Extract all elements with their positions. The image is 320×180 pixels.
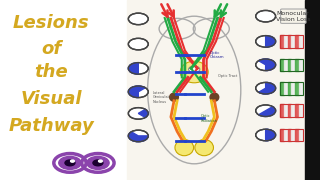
- Text: Lesions: Lesions: [13, 14, 90, 32]
- Circle shape: [128, 86, 148, 98]
- Circle shape: [59, 156, 81, 169]
- Bar: [280, 82, 303, 94]
- Bar: [295, 129, 299, 141]
- Ellipse shape: [175, 140, 194, 156]
- Circle shape: [99, 160, 102, 162]
- Wedge shape: [128, 63, 138, 74]
- Bar: [284, 82, 288, 94]
- Bar: [284, 35, 288, 48]
- Bar: [299, 82, 303, 94]
- Circle shape: [71, 160, 74, 162]
- Circle shape: [82, 154, 114, 172]
- Text: the: the: [35, 63, 68, 81]
- Text: Pathway: Pathway: [8, 117, 94, 135]
- Bar: [280, 82, 284, 94]
- Circle shape: [54, 154, 86, 172]
- FancyBboxPatch shape: [281, 9, 306, 23]
- Ellipse shape: [210, 93, 219, 101]
- Bar: [280, 35, 284, 48]
- Text: Optic
Chiasm: Optic Chiasm: [210, 51, 224, 59]
- Bar: [127, 0, 306, 180]
- Text: of: of: [41, 40, 61, 58]
- Wedge shape: [128, 132, 148, 142]
- Circle shape: [256, 36, 276, 47]
- Bar: [280, 58, 303, 71]
- Wedge shape: [138, 109, 148, 118]
- Wedge shape: [259, 82, 276, 94]
- Text: Optic
Radiation: Optic Radiation: [200, 114, 217, 123]
- Wedge shape: [128, 86, 145, 98]
- Bar: [288, 82, 292, 94]
- Bar: [299, 58, 303, 71]
- Circle shape: [256, 59, 276, 71]
- Text: Optic Tract: Optic Tract: [218, 74, 237, 78]
- Wedge shape: [266, 129, 276, 141]
- Bar: [292, 82, 295, 94]
- Circle shape: [256, 82, 276, 94]
- Circle shape: [128, 130, 148, 142]
- Circle shape: [65, 160, 75, 166]
- Circle shape: [93, 160, 103, 166]
- Circle shape: [188, 66, 200, 73]
- Bar: [299, 104, 303, 117]
- Bar: [292, 58, 295, 71]
- Bar: [288, 104, 292, 117]
- Bar: [280, 129, 303, 141]
- Bar: [284, 58, 288, 71]
- Bar: [284, 104, 288, 117]
- Circle shape: [128, 38, 148, 50]
- Circle shape: [128, 13, 148, 25]
- Circle shape: [256, 10, 276, 22]
- Bar: [280, 58, 284, 71]
- Bar: [280, 104, 303, 117]
- Text: Lateral
Geniculate
Nucleus: Lateral Geniculate Nucleus: [152, 91, 172, 104]
- Bar: [295, 35, 299, 48]
- Bar: [305, 0, 320, 180]
- Bar: [280, 129, 284, 141]
- Bar: [284, 129, 288, 141]
- Ellipse shape: [180, 61, 208, 83]
- Bar: [288, 58, 292, 71]
- Bar: [295, 58, 299, 71]
- Wedge shape: [266, 36, 276, 47]
- Circle shape: [128, 108, 148, 119]
- Text: Visual: Visual: [20, 90, 82, 108]
- Bar: [280, 104, 284, 117]
- Ellipse shape: [170, 93, 178, 101]
- Bar: [295, 104, 299, 117]
- Bar: [292, 129, 295, 141]
- Bar: [299, 35, 303, 48]
- Bar: [299, 129, 303, 141]
- Text: Monocular
Vision Loss: Monocular Vision Loss: [276, 11, 310, 22]
- Bar: [9, 0, 140, 180]
- Bar: [280, 35, 303, 48]
- Bar: [288, 129, 292, 141]
- Circle shape: [128, 63, 148, 74]
- Bar: [288, 35, 292, 48]
- Wedge shape: [259, 59, 276, 71]
- Wedge shape: [259, 107, 276, 116]
- Circle shape: [256, 129, 276, 141]
- Circle shape: [87, 156, 109, 169]
- Bar: [295, 82, 299, 94]
- Circle shape: [256, 105, 276, 116]
- Bar: [292, 35, 295, 48]
- Bar: [292, 104, 295, 117]
- Ellipse shape: [195, 140, 213, 156]
